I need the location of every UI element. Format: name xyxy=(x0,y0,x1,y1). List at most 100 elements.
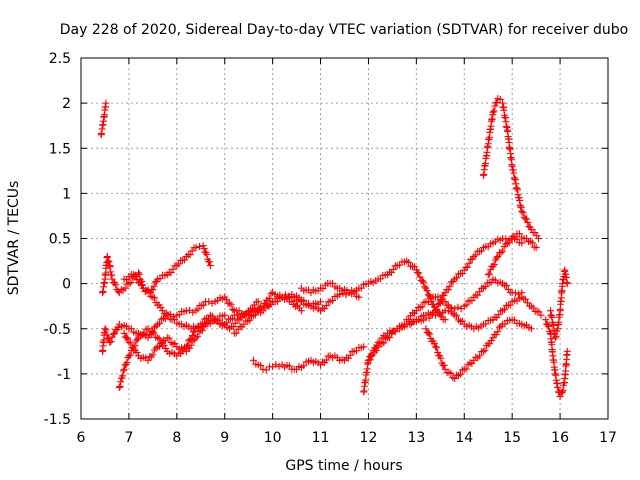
data-point xyxy=(430,340,438,348)
data-point xyxy=(336,290,344,298)
data-point xyxy=(130,271,138,279)
data-point xyxy=(115,383,123,391)
data-point xyxy=(322,302,330,310)
data-point xyxy=(165,334,173,342)
data-point xyxy=(128,343,136,351)
data-point xyxy=(133,276,141,284)
data-point xyxy=(366,356,374,364)
data-point xyxy=(133,335,141,343)
data-point xyxy=(465,259,473,267)
data-point xyxy=(150,294,158,302)
data-point xyxy=(532,244,540,252)
data-point xyxy=(131,271,139,279)
data-point xyxy=(501,305,509,313)
data-point xyxy=(405,258,413,266)
data-point xyxy=(249,305,257,313)
x-tick-label: 14 xyxy=(455,430,473,446)
x-tick-label: 17 xyxy=(599,430,617,446)
data-point xyxy=(425,291,433,299)
x-tick-label: 6 xyxy=(77,430,86,446)
data-point xyxy=(495,311,503,319)
data-point xyxy=(545,322,553,330)
data-point xyxy=(551,334,559,342)
chart-title: Day 228 of 2020, Sidereal Day-to-day VTE… xyxy=(60,22,628,38)
data-point xyxy=(357,284,365,292)
data-point xyxy=(472,251,480,259)
data-point xyxy=(186,344,194,352)
data-point xyxy=(262,366,270,374)
data-point xyxy=(114,324,122,332)
data-point xyxy=(418,303,426,311)
data-point xyxy=(360,343,368,351)
data-point xyxy=(489,262,497,270)
data-point xyxy=(272,361,280,369)
data-point xyxy=(281,291,289,299)
data-point xyxy=(554,383,562,391)
data-point xyxy=(126,351,134,359)
data-point xyxy=(251,311,259,319)
x-tick-label: 10 xyxy=(264,430,282,446)
data-point xyxy=(449,310,457,318)
series-track-12 xyxy=(403,293,545,333)
data-point xyxy=(421,283,429,291)
plot-frame xyxy=(80,57,609,420)
data-point xyxy=(371,348,379,356)
data-point xyxy=(149,286,157,294)
data-point xyxy=(187,341,195,349)
data-point xyxy=(125,352,133,360)
data-point xyxy=(454,303,462,311)
data-point xyxy=(196,242,204,250)
data-point xyxy=(426,330,434,338)
data-point xyxy=(226,299,234,307)
data-point xyxy=(322,356,330,364)
data-point xyxy=(317,298,325,306)
data-point xyxy=(267,290,275,298)
data-point xyxy=(119,367,127,375)
data-point xyxy=(127,279,135,287)
data-point xyxy=(101,325,109,333)
data-point xyxy=(157,304,165,312)
data-point xyxy=(156,342,164,350)
series-track-13 xyxy=(422,316,535,382)
series-track-5 xyxy=(120,270,262,333)
data-point xyxy=(205,258,213,266)
data-point xyxy=(127,325,135,333)
data-point xyxy=(105,258,113,266)
data-point xyxy=(152,344,160,352)
data-point xyxy=(246,316,254,324)
data-point xyxy=(194,332,202,340)
data-point xyxy=(112,281,120,289)
data-point xyxy=(386,333,394,341)
series-track-11 xyxy=(364,275,526,364)
data-point xyxy=(481,346,489,354)
data-point xyxy=(120,365,128,373)
data-point xyxy=(227,301,235,309)
data-point xyxy=(149,293,157,301)
data-point xyxy=(271,298,279,306)
data-point xyxy=(103,331,111,339)
data-point xyxy=(490,261,498,269)
data-point xyxy=(441,298,449,306)
data-point xyxy=(164,311,172,319)
data-point xyxy=(144,334,152,342)
series-track-14 xyxy=(479,95,543,242)
data-point xyxy=(515,290,523,298)
data-point xyxy=(189,337,197,345)
data-point xyxy=(447,278,455,286)
data-point xyxy=(186,251,194,259)
data-point xyxy=(502,240,510,248)
data-point xyxy=(424,329,432,337)
data-point xyxy=(367,352,375,360)
data-point xyxy=(499,247,507,255)
data-point xyxy=(150,282,158,290)
data-point xyxy=(415,269,423,277)
data-point xyxy=(189,308,197,316)
data-point xyxy=(107,338,115,346)
data-point xyxy=(150,323,158,331)
x-tick-label: 16 xyxy=(551,430,569,446)
data-point xyxy=(447,308,455,316)
data-point xyxy=(265,294,273,302)
data-point xyxy=(104,257,112,265)
data-point xyxy=(195,328,203,336)
